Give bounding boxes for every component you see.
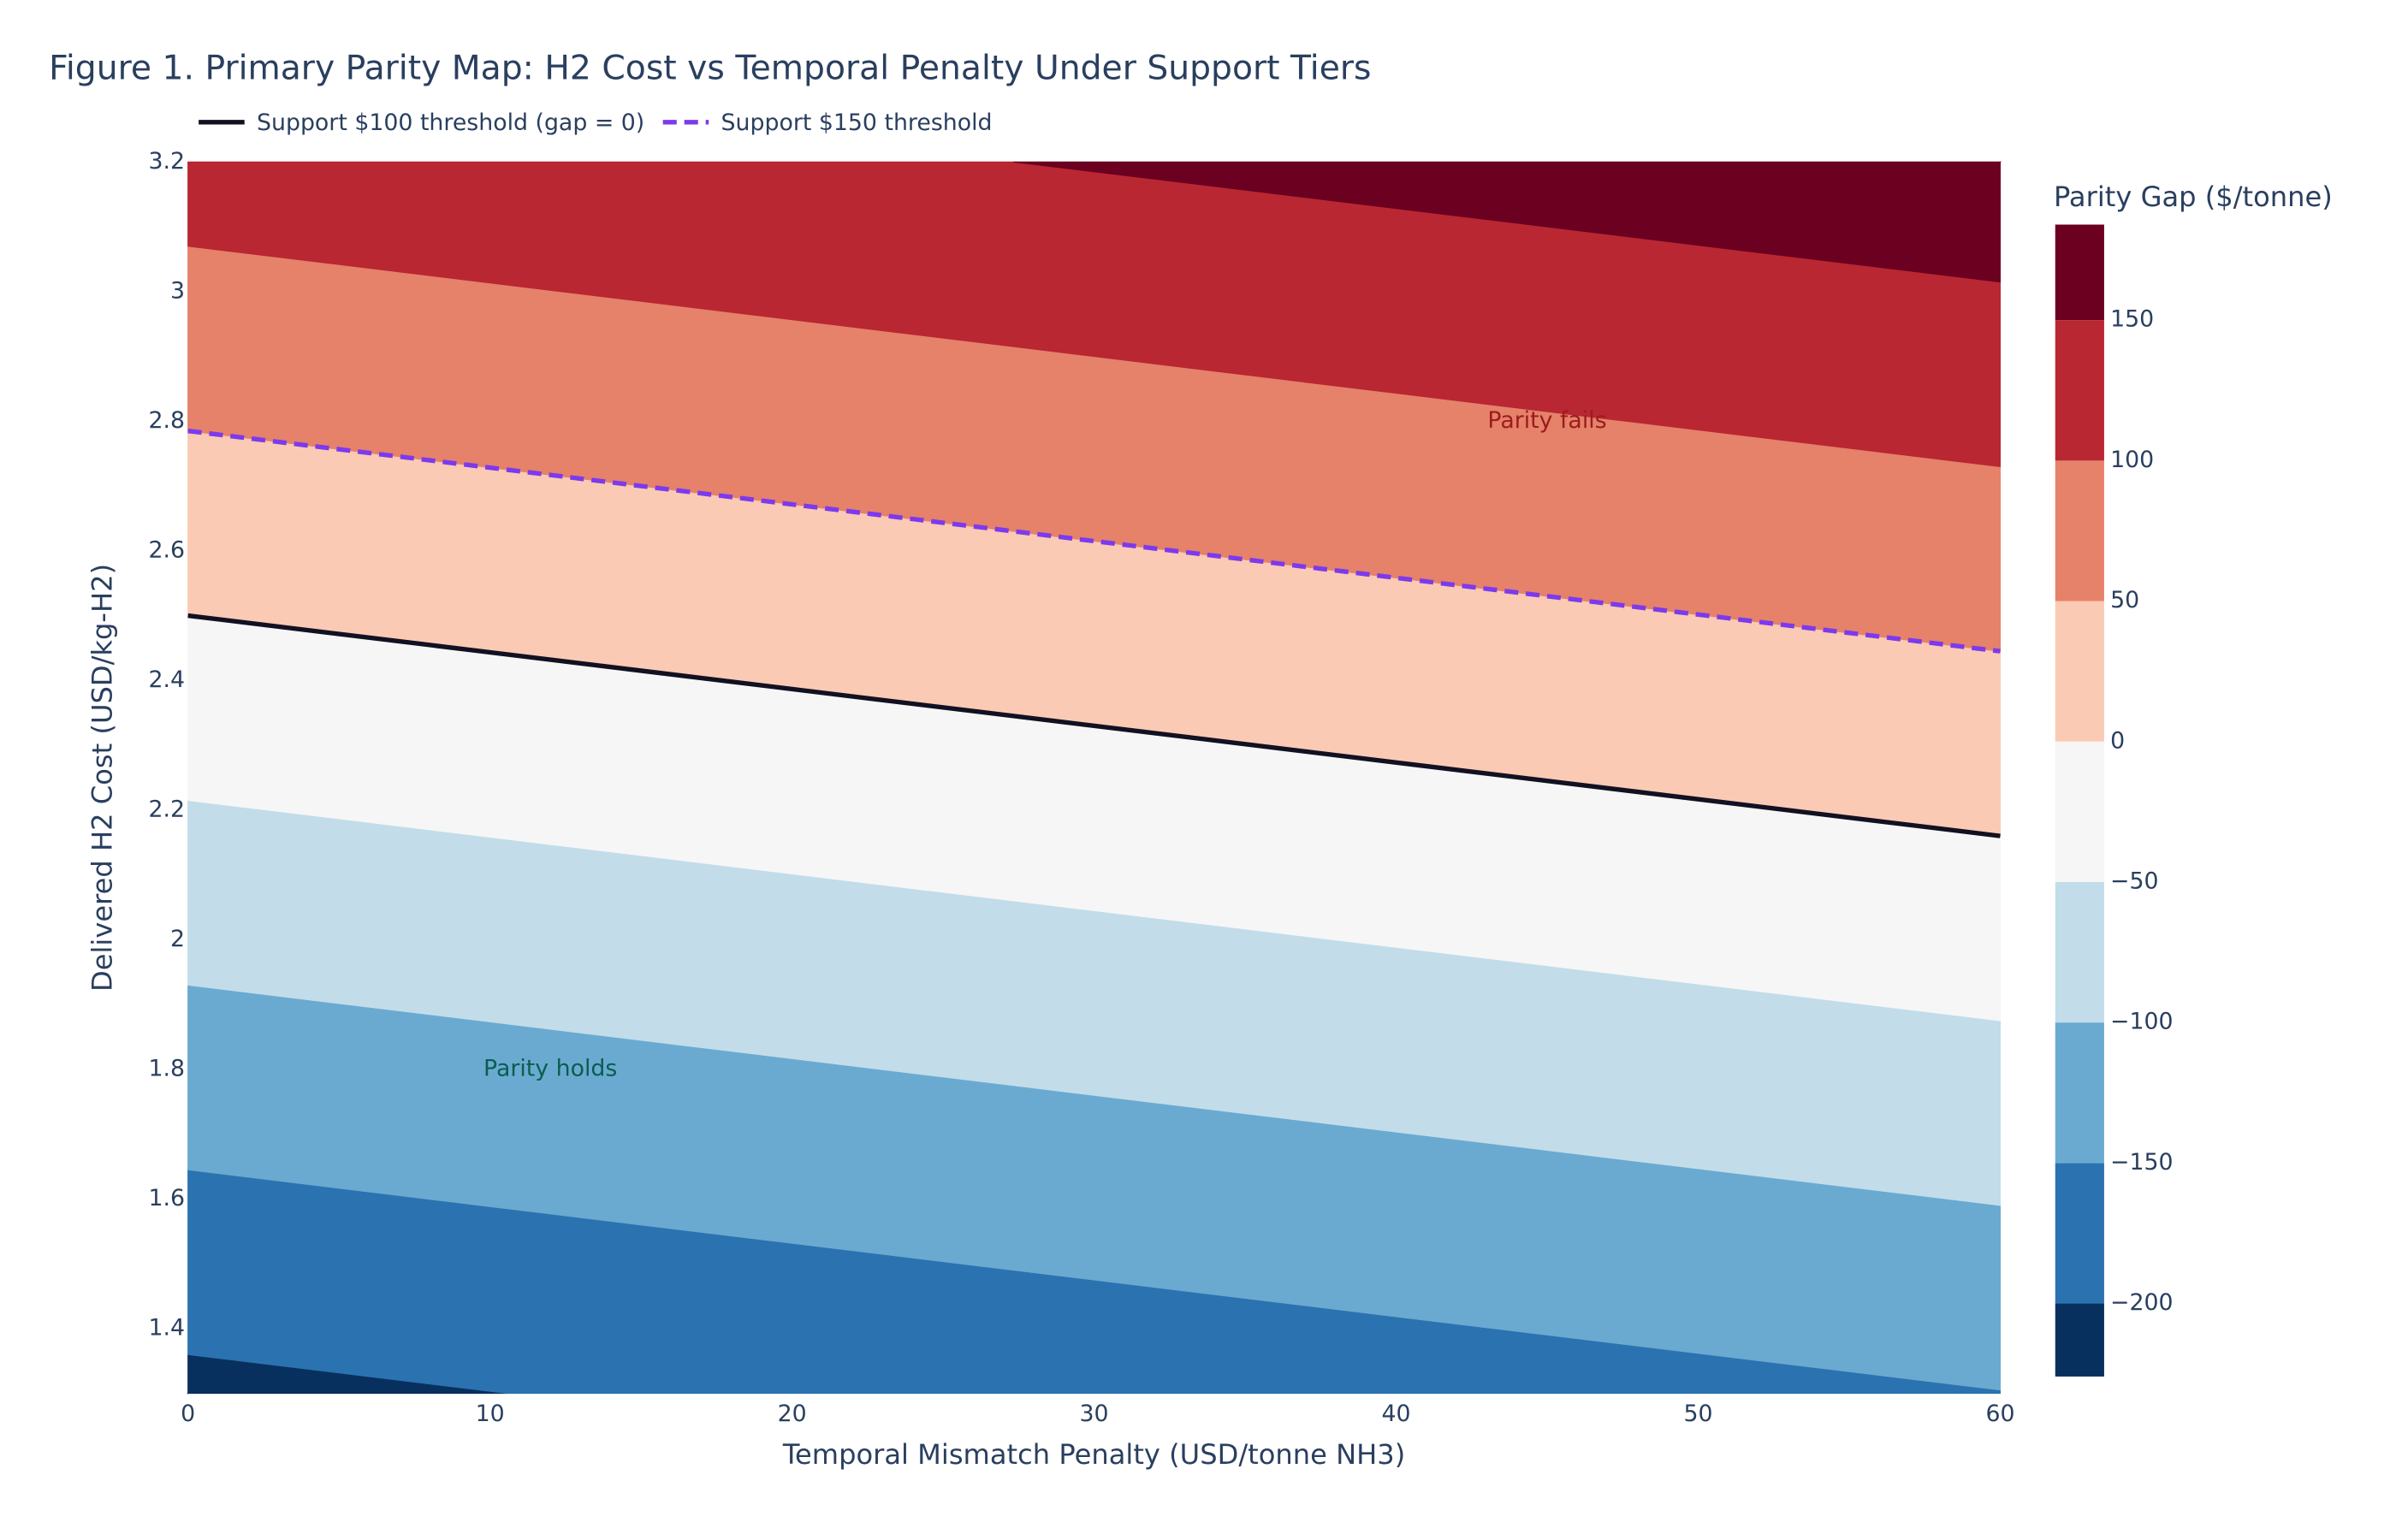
y-tick-label: 3 [170,277,185,304]
colorbar-band [2055,224,2104,321]
colorbar-band [2055,320,2104,461]
legend-label: Support $150 threshold [721,110,993,136]
x-tick-label: 30 [1080,1401,1109,1427]
y-tick-label: 2.2 [148,796,185,822]
y-tick-label: 1.4 [148,1314,185,1341]
x-tick-label: 60 [1985,1401,2014,1427]
colorbar-tick-label: 100 [2110,447,2154,473]
y-tick-label: 3.2 [148,148,185,175]
colorbar-band [2055,601,2104,742]
contour-band [1013,161,2002,283]
x-tick-label: 40 [1382,1401,1411,1427]
colorbar-tick-label: −150 [2110,1149,2174,1176]
colorbar-tick-label: 150 [2110,306,2154,333]
threshold-line [187,428,2001,654]
legend-label: Support $100 threshold (gap = 0) [257,110,644,136]
colorbar-band [2055,741,2104,882]
y-tick-label: 2.4 [148,666,185,693]
colorbar-tick-label: −50 [2110,868,2159,894]
x-tick-label: 0 [181,1401,195,1427]
colorbar-band [2055,1303,2104,1377]
chart-title: Figure 1. Primary Parity Map: H2 Cost vs… [49,50,1371,88]
colorbar-tick-label: −100 [2110,1009,2174,1035]
y-tick-label: 1.6 [148,1185,185,1211]
x-tick-label: 10 [476,1401,505,1427]
y-tick-label: 2 [170,926,185,952]
colorbar-title: Parity Gap ($/tonne) [2054,181,2333,213]
x-tick-label: 50 [1683,1401,1712,1427]
y-axis-title: Delivered H2 Cost (USD/kg-H2) [86,564,118,992]
annotation: Parity holds [483,1055,617,1081]
colorbar-band [2055,1022,2104,1164]
x-axis-title: Temporal Mismatch Penalty (USD/tonne NH3… [782,1438,1405,1471]
annotation: Parity fails [1487,407,1606,434]
colorbar-band [2055,460,2104,601]
colorbar-band [2055,881,2104,1023]
colorbar-tick-label: 50 [2110,587,2139,613]
y-tick-label: 2.6 [148,536,185,563]
x-tick-label: 20 [778,1401,807,1427]
colorbar-band [2055,1163,2104,1304]
y-tick-label: 1.8 [148,1055,185,1081]
colorbar-tick-label: 0 [2110,727,2125,754]
colorbar-tick-label: −200 [2110,1289,2174,1316]
threshold-line [187,613,2001,838]
y-tick-label: 2.8 [148,407,185,434]
